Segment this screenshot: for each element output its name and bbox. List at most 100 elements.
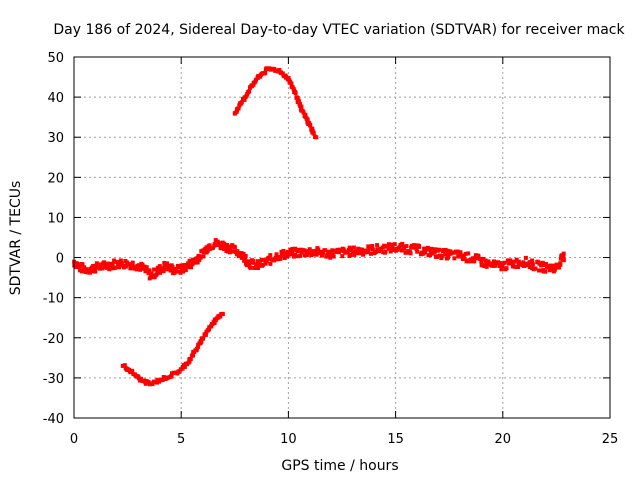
data-point	[262, 258, 267, 263]
data-point	[311, 131, 316, 136]
data-point	[235, 249, 240, 254]
data-point	[556, 265, 561, 270]
y-tick-label: -20	[43, 332, 64, 347]
data-point	[179, 263, 184, 268]
data-point	[176, 265, 181, 269]
data-point	[366, 248, 371, 253]
y-tick-label: 0	[56, 252, 64, 267]
data-point	[278, 256, 283, 261]
data-point	[439, 256, 444, 261]
data-point	[476, 254, 481, 259]
data-point	[357, 247, 362, 252]
data-point	[328, 255, 333, 260]
data-point	[107, 265, 112, 270]
data-point	[196, 344, 201, 349]
data-point	[351, 245, 356, 250]
data-point	[463, 251, 468, 256]
data-point	[289, 252, 294, 257]
data-point	[302, 248, 307, 253]
data-point	[251, 260, 256, 265]
data-point	[502, 260, 507, 265]
data-point	[496, 260, 500, 265]
data-point	[163, 264, 168, 269]
data-point	[433, 247, 438, 252]
data-point	[417, 244, 422, 249]
data-point	[382, 243, 387, 248]
data-point	[115, 260, 120, 265]
data-point	[293, 253, 297, 257]
data-point	[268, 253, 273, 258]
data-point	[466, 251, 471, 256]
data-point	[561, 251, 566, 256]
data-point	[108, 262, 113, 266]
data-point	[339, 248, 344, 253]
y-axis-label: SDTVAR / TECUs	[8, 181, 24, 296]
data-point	[437, 253, 442, 258]
data-point	[260, 263, 265, 267]
data-point	[330, 248, 335, 253]
data-point	[198, 255, 203, 260]
data-point	[77, 268, 82, 273]
data-point	[183, 263, 188, 268]
data-point	[408, 251, 413, 256]
data-point	[507, 261, 512, 265]
data-point	[155, 380, 159, 385]
data-point	[284, 75, 289, 79]
data-point	[386, 242, 391, 247]
data-point	[389, 242, 394, 247]
data-point	[443, 248, 448, 252]
x-tick-label: 10	[280, 432, 297, 447]
y-tick-label: -40	[43, 412, 64, 427]
data-point	[139, 376, 143, 381]
data-point	[455, 249, 460, 254]
data-point	[514, 257, 519, 262]
data-point	[94, 261, 99, 266]
data-point	[218, 314, 223, 319]
data-point	[383, 249, 388, 254]
data-point	[558, 262, 563, 267]
data-point	[521, 260, 526, 265]
data-point	[104, 265, 109, 270]
data-point	[264, 66, 269, 71]
tick-labels: 0 5 10 15 20 25 -40 -30 -20 -10 0 10 20 30 40 50	[43, 51, 619, 447]
data-point	[173, 266, 178, 271]
data-point	[231, 249, 236, 254]
data-point	[207, 327, 211, 332]
data-point	[143, 381, 148, 386]
data-point	[86, 268, 91, 273]
data-point	[437, 247, 441, 252]
data-point	[523, 255, 528, 260]
data-point	[182, 364, 187, 369]
data-point	[290, 249, 295, 254]
data-point	[230, 243, 235, 248]
data-point	[310, 126, 315, 131]
data-point	[552, 267, 557, 272]
data-point	[152, 267, 157, 272]
data-point	[500, 264, 505, 269]
data-point	[493, 263, 497, 268]
data-point	[147, 276, 152, 281]
data-point	[412, 243, 417, 248]
data-point	[443, 252, 448, 257]
data-point	[162, 260, 167, 265]
data-point	[544, 262, 548, 266]
data-point	[263, 70, 268, 75]
data-point	[274, 252, 279, 257]
data-point	[345, 250, 350, 255]
data-point	[82, 265, 87, 270]
data-point	[144, 265, 149, 270]
data-point	[130, 260, 135, 265]
data-point	[484, 264, 489, 269]
data-point	[539, 268, 544, 273]
data-point	[426, 247, 431, 252]
axis-ticks	[73, 56, 611, 419]
y-tick-label: 10	[47, 211, 64, 226]
data-point	[189, 265, 193, 270]
data-point	[201, 336, 205, 341]
data-point	[109, 266, 114, 271]
data-point	[98, 266, 103, 271]
data-point	[178, 270, 183, 275]
data-point	[187, 258, 192, 263]
data-point	[258, 74, 263, 79]
data-point	[298, 253, 303, 258]
